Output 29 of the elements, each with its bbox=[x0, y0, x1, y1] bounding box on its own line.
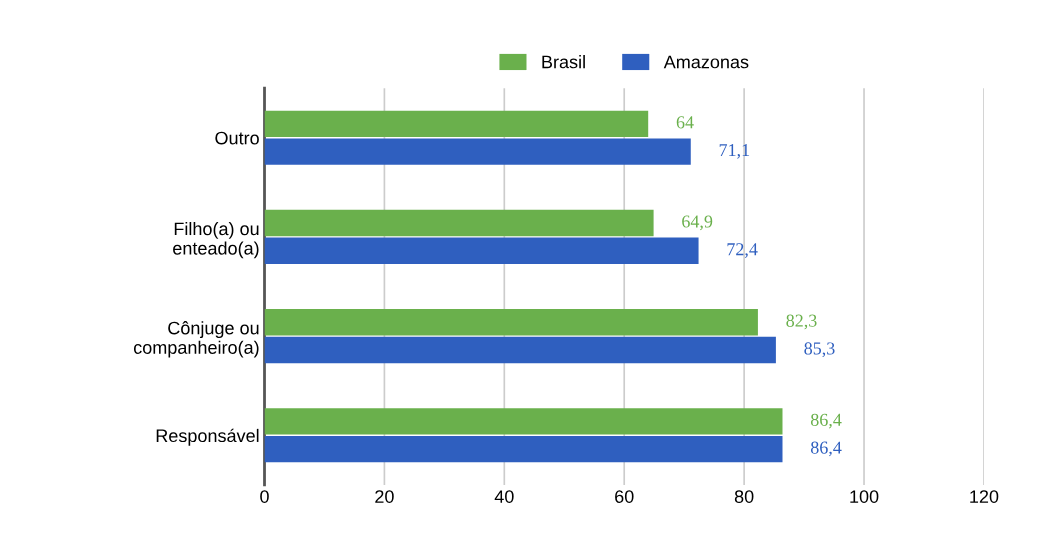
data-label: 64 bbox=[676, 116, 694, 129]
x-tick-label: 80 bbox=[734, 490, 754, 503]
x-tick-label: 60 bbox=[615, 490, 634, 503]
x-tick-label: 120 bbox=[970, 490, 999, 503]
y-tick-label: Outro bbox=[215, 131, 259, 145]
x-tick-label: 100 bbox=[850, 490, 879, 503]
x-tick-label: 0 bbox=[260, 490, 269, 503]
y-tick-label: Filho(a) ou enteado(a) bbox=[173, 221, 259, 259]
data-label: 86,4 bbox=[810, 413, 842, 429]
bar bbox=[264, 435, 783, 463]
data-label: 86,4 bbox=[810, 441, 842, 457]
bar bbox=[264, 237, 699, 265]
data-label: 72,4 bbox=[727, 243, 758, 258]
x-tick-label: 40 bbox=[494, 490, 514, 503]
data-label: 71,1 bbox=[719, 144, 750, 159]
bar bbox=[264, 408, 783, 435]
data-label: 85,3 bbox=[804, 342, 835, 358]
data-label: 64,9 bbox=[682, 215, 713, 231]
bar bbox=[264, 309, 758, 336]
legend-label: Amazonas bbox=[663, 55, 749, 69]
y-tick-label: Cônjuge ou companheiro(a) bbox=[133, 321, 259, 358]
bar bbox=[264, 110, 649, 138]
bar bbox=[264, 209, 654, 237]
x-tick-label: 20 bbox=[375, 490, 394, 503]
bar bbox=[264, 138, 691, 165]
y-tick-label: Responsável bbox=[156, 428, 259, 446]
data-label: 82,3 bbox=[786, 314, 817, 330]
bar bbox=[264, 336, 776, 364]
legend-label: Brasil bbox=[542, 55, 585, 69]
